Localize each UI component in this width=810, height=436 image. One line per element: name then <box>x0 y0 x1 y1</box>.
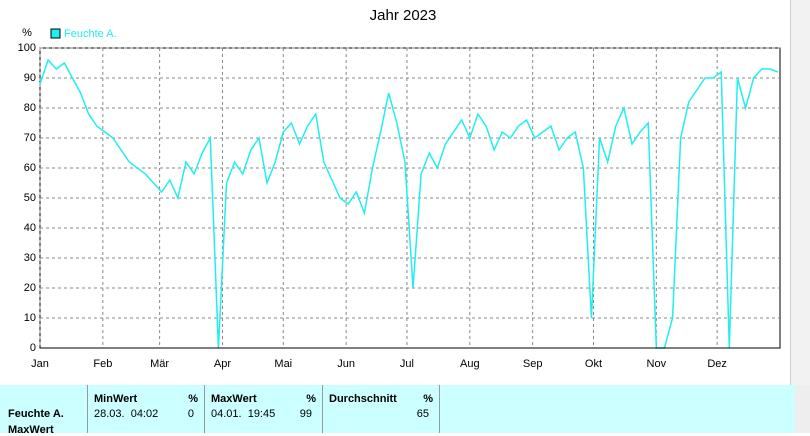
y-tick-label: 60 <box>24 162 36 174</box>
side-panel <box>790 0 810 385</box>
value: 99 <box>299 408 312 420</box>
column-header: Durchschnitt <box>329 393 397 405</box>
legend-label: Feuchte A. <box>64 28 117 40</box>
y-tick-label: 10 <box>24 312 36 324</box>
row-label: Feuchte A. <box>8 408 64 420</box>
table-cell: MinWert% 28.03. 04:02 0 <box>88 385 205 433</box>
timestamp: 04.01. 19:45 <box>211 408 276 420</box>
table-cell: Durchschnitt% 65 <box>323 385 440 433</box>
y-tick-label: 20 <box>24 282 36 294</box>
chart: Jahr 2023 % 0 10 20 30 40 50 60 70 80 90 100 Jan Feb… <box>18 7 781 370</box>
y-tick-label: 70 <box>24 132 36 144</box>
y-tick-label: 50 <box>24 192 36 204</box>
x-tick-label: Dez <box>707 358 727 370</box>
x-tick-label: Apr <box>214 358 231 370</box>
y-tick-label: 0 <box>30 342 36 354</box>
y-tick-label: 100 <box>18 42 36 54</box>
value: 65 <box>416 408 429 420</box>
row-label: MaxWert <box>8 424 54 436</box>
side-panel <box>795 385 810 433</box>
chart-title: Jahr 2023 <box>370 7 437 24</box>
column-unit: % <box>423 393 433 405</box>
x-tick-label: Jun <box>337 358 355 370</box>
y-axis-label: % <box>22 27 32 39</box>
x-tick-label: Jul <box>400 358 414 370</box>
y-tick-label: 30 <box>24 252 36 264</box>
timestamp: 28.03. 04:02 <box>94 408 159 420</box>
value: 0 <box>187 408 194 420</box>
column-header: MinWert <box>94 393 138 405</box>
legend-swatch <box>50 28 61 39</box>
x-tick-label: Mär <box>150 358 169 370</box>
column-header: MaxWert <box>211 393 257 405</box>
x-tick-label: Jan <box>31 358 49 370</box>
y-tick-label: 90 <box>24 72 36 84</box>
summary-table: Feuchte A. MaxWert MinWert% 28.03. 04:02 0 Ma… <box>0 385 810 436</box>
x-tick-label: Okt <box>585 358 602 370</box>
table-cell: MaxWert% 04.01. 19:45 99 <box>205 385 323 433</box>
x-tick-label: Feb <box>93 358 112 370</box>
x-tick-label: Nov <box>647 358 667 370</box>
row-header-cell: Feuchte A. MaxWert <box>0 385 88 436</box>
x-tick-label: Aug <box>460 358 480 370</box>
data-line <box>39 58 779 349</box>
y-tick-label: 80 <box>24 102 36 114</box>
x-tick-label: Sep <box>523 358 543 370</box>
y-tick-label: 40 <box>24 222 36 234</box>
column-unit: % <box>188 393 198 405</box>
x-tick-label: Mai <box>274 358 292 370</box>
column-unit: % <box>306 393 316 405</box>
